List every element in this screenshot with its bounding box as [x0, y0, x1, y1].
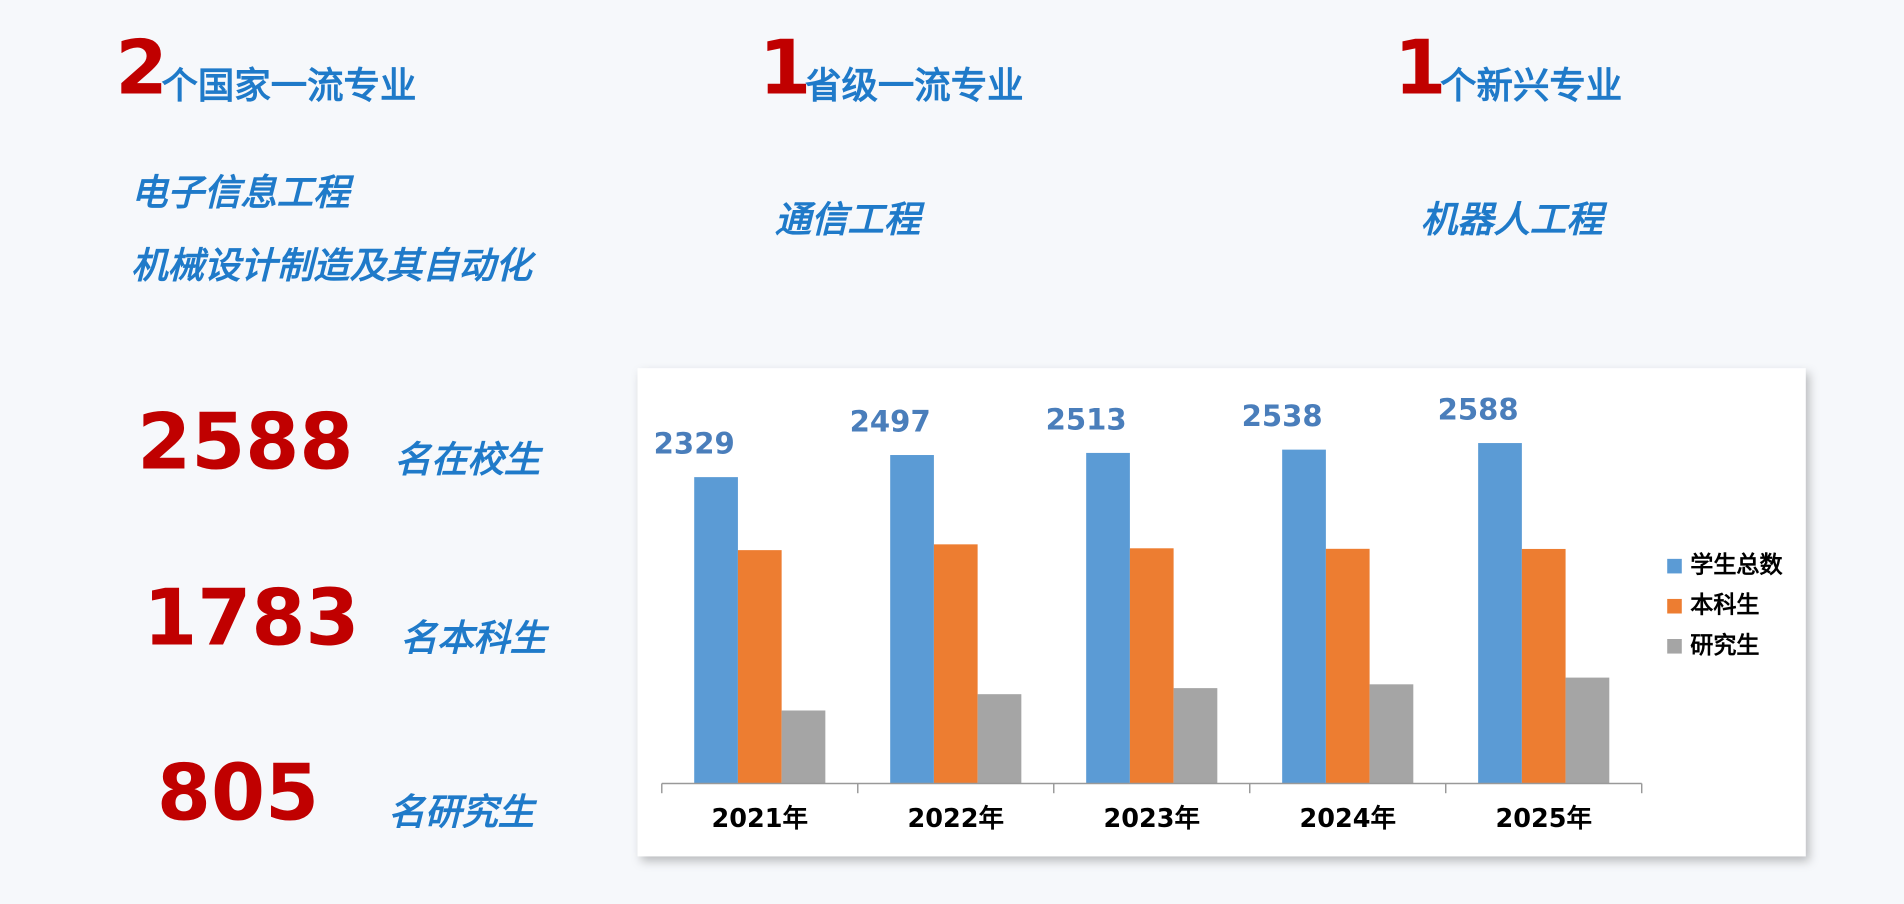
- legend-label: 学生总数: [1690, 552, 1783, 579]
- bar: [977, 694, 1022, 784]
- bar: [1282, 449, 1326, 784]
- legend-label: 本科生: [1690, 593, 1759, 619]
- bar: [1565, 677, 1610, 784]
- stat-label: 名研究生: [389, 790, 538, 833]
- bar: [694, 477, 738, 784]
- legend-swatch: [1667, 598, 1682, 614]
- bar: [1129, 548, 1174, 784]
- legend-label: 研究生: [1690, 632, 1759, 659]
- major-name: 通信工程: [775, 198, 926, 241]
- bar: [1173, 688, 1218, 784]
- bar: [781, 710, 826, 784]
- x-tick-label: 2023年: [1104, 804, 1200, 834]
- highlight-count: 1: [759, 24, 811, 112]
- data-label: 2513: [1046, 402, 1127, 436]
- bar: [1521, 548, 1566, 784]
- highlight-count: 1: [1394, 24, 1446, 112]
- bar: [933, 544, 978, 784]
- bar: [1478, 443, 1522, 784]
- data-label: 2538: [1242, 399, 1323, 433]
- stat-label: 名在校生: [395, 438, 544, 481]
- legend-swatch: [1667, 639, 1682, 654]
- x-tick-label: 2021年: [712, 804, 808, 834]
- stat-value: 2588: [137, 398, 353, 488]
- highlight-text: 省级一流专业: [805, 64, 1023, 107]
- legend-swatch: [1667, 558, 1682, 574]
- x-tick-label: 2024年: [1299, 804, 1395, 834]
- bar: [890, 455, 934, 784]
- x-tick-label: 2022年: [908, 804, 1004, 834]
- highlight-count: 2: [115, 24, 167, 112]
- highlight-text: 个国家一流专业: [162, 64, 417, 107]
- major-name: 机器人工程: [1421, 198, 1609, 241]
- highlight-text: 个新兴专业: [1440, 64, 1622, 107]
- stat-value: 805: [157, 749, 319, 839]
- data-label: 2329: [654, 427, 735, 461]
- x-tick-label: 2025年: [1495, 804, 1591, 834]
- data-label: 2497: [850, 404, 931, 438]
- data-label: 2588: [1438, 392, 1519, 426]
- stat-label: 名本科生: [401, 617, 550, 660]
- stat-value: 1783: [143, 574, 359, 664]
- bar: [1325, 548, 1370, 784]
- major-name: 机械设计制造及其自动化: [131, 244, 536, 287]
- bar: [1086, 452, 1130, 784]
- bar: [737, 550, 782, 784]
- major-name: 电子信息工程: [131, 171, 355, 214]
- chart-frame: [637, 368, 1806, 857]
- bar: [1369, 684, 1414, 784]
